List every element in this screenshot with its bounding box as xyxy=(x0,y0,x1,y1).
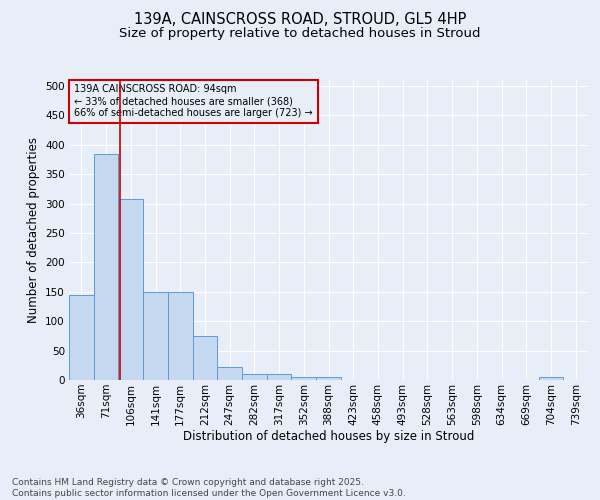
Bar xyxy=(217,367,242,380)
Text: 139A, CAINSCROSS ROAD, STROUD, GL5 4HP: 139A, CAINSCROSS ROAD, STROUD, GL5 4HP xyxy=(134,12,466,28)
X-axis label: Distribution of detached houses by size in Stroud: Distribution of detached houses by size … xyxy=(183,430,474,444)
Bar xyxy=(539,377,563,380)
Bar xyxy=(168,292,193,380)
Text: Size of property relative to detached houses in Stroud: Size of property relative to detached ho… xyxy=(119,28,481,40)
Bar xyxy=(143,292,168,380)
Bar xyxy=(316,377,341,380)
Bar xyxy=(242,374,267,380)
Bar xyxy=(193,336,217,380)
Y-axis label: Number of detached properties: Number of detached properties xyxy=(26,137,40,323)
Text: 139A CAINSCROSS ROAD: 94sqm
← 33% of detached houses are smaller (368)
66% of se: 139A CAINSCROSS ROAD: 94sqm ← 33% of det… xyxy=(74,84,313,117)
Bar xyxy=(94,154,118,380)
Bar xyxy=(118,199,143,380)
Bar xyxy=(267,374,292,380)
Bar xyxy=(292,377,316,380)
Text: Contains HM Land Registry data © Crown copyright and database right 2025.
Contai: Contains HM Land Registry data © Crown c… xyxy=(12,478,406,498)
Bar xyxy=(69,294,94,380)
